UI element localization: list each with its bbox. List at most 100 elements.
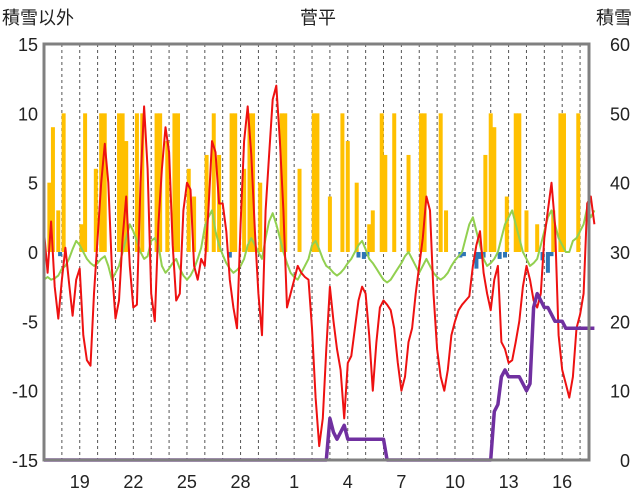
bar — [419, 113, 424, 252]
bar — [117, 113, 122, 252]
bar — [56, 210, 61, 252]
bar — [345, 141, 350, 252]
bar — [186, 168, 191, 252]
bar — [211, 113, 216, 252]
bar — [120, 113, 125, 252]
x-tick-label: 25 — [177, 472, 197, 492]
bar — [545, 252, 550, 273]
bar — [176, 113, 181, 252]
right-axis-label: 積雪 — [596, 8, 632, 28]
bar — [79, 224, 84, 252]
bar — [354, 182, 359, 252]
bar — [327, 196, 332, 252]
x-tick-label: 22 — [123, 472, 143, 492]
right-axis-ticks: 60 50 40 30 20 10 0 — [610, 35, 630, 471]
bar — [47, 182, 52, 252]
temperature-line — [43, 84, 596, 448]
x-tick-label: 1 — [289, 472, 299, 492]
left-tick-label: 10 — [18, 104, 38, 124]
right-tick-label: 30 — [610, 243, 630, 263]
bar — [204, 154, 209, 252]
right-tick-label: 50 — [610, 104, 630, 124]
bar — [558, 113, 563, 252]
bar — [102, 113, 107, 252]
bar — [242, 168, 247, 252]
bar — [283, 113, 288, 252]
left-tick-label: -5 — [22, 312, 38, 332]
bar — [483, 154, 488, 252]
bar — [315, 113, 320, 252]
bar — [356, 252, 361, 258]
x-tick-label: 13 — [499, 472, 519, 492]
bar — [422, 113, 427, 252]
bar — [172, 113, 177, 252]
bar — [513, 113, 518, 252]
bar — [370, 210, 375, 252]
bar — [340, 113, 345, 252]
bar — [383, 154, 388, 252]
bar — [227, 252, 232, 258]
bar — [134, 113, 139, 252]
bar — [503, 252, 508, 258]
bar — [392, 113, 397, 252]
x-tick-label: 4 — [343, 472, 353, 492]
bar — [561, 113, 566, 252]
other-line — [43, 206, 596, 284]
bar — [551, 210, 556, 252]
bar — [247, 113, 252, 252]
bar — [192, 196, 197, 252]
bar — [379, 113, 384, 252]
x-tick-label: 10 — [445, 472, 465, 492]
right-tick-label: 20 — [610, 312, 630, 332]
bar — [438, 113, 443, 252]
x-tick-label: 16 — [552, 472, 572, 492]
bar — [165, 141, 170, 252]
bar — [50, 127, 55, 252]
bar — [297, 168, 302, 252]
bar-series — [47, 113, 581, 273]
bar — [474, 252, 479, 269]
bar — [83, 113, 88, 252]
left-axis-ticks: 15 10 5 0 -5 -10 -15 — [12, 35, 38, 471]
right-tick-label: 60 — [610, 35, 630, 55]
bar — [154, 113, 159, 252]
bar — [461, 252, 466, 257]
bar — [576, 113, 581, 252]
left-tick-label: -15 — [12, 451, 38, 471]
bar — [478, 252, 482, 259]
x-tick-label: 7 — [396, 472, 406, 492]
plot-frame — [42, 42, 591, 462]
x-tick-label: 28 — [231, 472, 251, 492]
left-tick-label: -10 — [12, 382, 38, 402]
bar — [311, 113, 316, 252]
bar — [481, 252, 486, 258]
bar — [229, 113, 234, 252]
bar — [535, 224, 540, 252]
bar — [140, 113, 145, 252]
bar — [524, 210, 529, 252]
bar — [488, 113, 493, 252]
x-tick-label: 19 — [70, 472, 90, 492]
bar — [549, 252, 554, 257]
bar — [504, 196, 509, 252]
bar — [367, 224, 372, 252]
bar — [93, 168, 98, 252]
bar — [361, 252, 366, 259]
right-tick-label: 0 — [620, 451, 630, 471]
bar — [406, 154, 411, 252]
left-tick-label: 0 — [28, 243, 38, 263]
left-axis-label: 積雪以外 — [2, 8, 74, 28]
right-tick-label: 40 — [610, 174, 630, 194]
bar — [58, 252, 63, 257]
right-tick-label: 10 — [610, 382, 630, 402]
chart-title: 菅平 — [300, 8, 336, 28]
x-axis-ticks: 19 22 25 28 1 4 7 10 13 16 — [70, 472, 572, 492]
bar — [233, 113, 238, 252]
bar — [444, 210, 449, 252]
bar — [61, 113, 66, 252]
left-tick-label: 5 — [28, 174, 38, 194]
left-tick-label: 15 — [18, 35, 38, 55]
bar — [497, 252, 502, 259]
bar — [258, 182, 263, 252]
